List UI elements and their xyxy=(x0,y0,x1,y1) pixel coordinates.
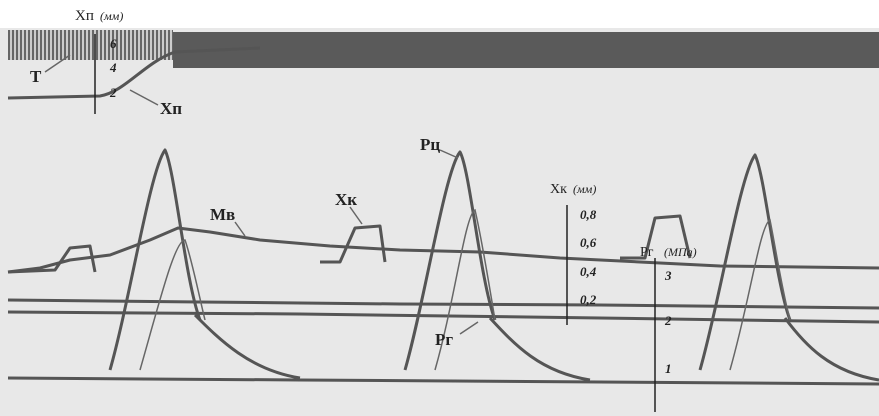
pg-scale-unit: (МПа) xyxy=(664,245,697,259)
pg-tick: 2 xyxy=(664,313,672,328)
xp-label: Хп xyxy=(160,99,182,118)
pg-label: Рг xyxy=(435,330,453,349)
pc-label: Рц xyxy=(420,135,440,154)
upper-band xyxy=(173,32,879,68)
pg-tick: 3 xyxy=(664,268,672,283)
pg-tick: 1 xyxy=(665,361,672,376)
pg-scale-label: Рг xyxy=(640,245,654,260)
xp-scale-label: Хп xyxy=(75,8,94,24)
time-marks xyxy=(8,30,173,60)
xk-tick: 0,4 xyxy=(580,264,597,279)
xk-tick: 0,2 xyxy=(580,292,597,307)
xk-scale-unit: (мм) xyxy=(573,182,596,196)
xk-tick: 0,8 xyxy=(580,207,597,222)
xk-label: Хк xyxy=(335,190,357,209)
xp-tick: 4 xyxy=(109,60,117,75)
top-margin xyxy=(0,0,879,28)
mv-label: Мв xyxy=(210,205,235,224)
xk-tick: 0,6 xyxy=(580,235,597,250)
xp-scale-unit: (мм) xyxy=(100,9,123,23)
oscillogram: Хп (мм) 6 4 2 Хк (мм) 0,8 0,6 0,4 0,2 Рг… xyxy=(0,0,879,416)
t-label: Т xyxy=(30,67,42,86)
xp-tick: 6 xyxy=(110,36,117,51)
xk-scale-label: Хк xyxy=(550,182,567,197)
xp-tick: 2 xyxy=(109,85,117,100)
